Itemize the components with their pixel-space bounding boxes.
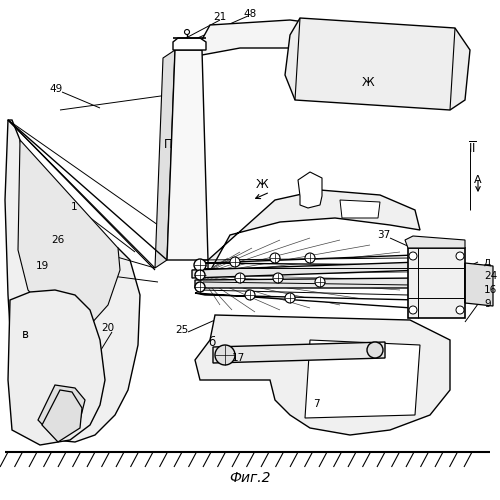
Text: 7: 7: [312, 399, 320, 409]
Circle shape: [273, 273, 283, 283]
Text: 26: 26: [52, 235, 64, 245]
Text: 37: 37: [378, 230, 390, 240]
Polygon shape: [5, 120, 140, 442]
Polygon shape: [195, 315, 450, 435]
Text: 20: 20: [102, 323, 114, 333]
Polygon shape: [8, 290, 105, 445]
Polygon shape: [18, 140, 120, 325]
Circle shape: [195, 282, 205, 292]
Text: 17: 17: [232, 353, 244, 363]
Circle shape: [184, 30, 190, 35]
Polygon shape: [38, 385, 85, 438]
Text: 25: 25: [176, 325, 188, 335]
Text: 1: 1: [70, 202, 78, 212]
Circle shape: [235, 273, 245, 283]
Polygon shape: [195, 278, 425, 288]
Circle shape: [456, 252, 464, 260]
Circle shape: [195, 270, 205, 280]
Polygon shape: [195, 293, 418, 308]
Text: $\overline{\rm II}$: $\overline{\rm II}$: [468, 140, 476, 156]
Polygon shape: [195, 255, 415, 265]
Text: Фиг.2: Фиг.2: [229, 471, 271, 485]
Polygon shape: [167, 50, 208, 260]
Text: 48: 48: [244, 9, 256, 19]
Circle shape: [409, 252, 417, 260]
Polygon shape: [155, 50, 175, 268]
Polygon shape: [175, 20, 455, 90]
Circle shape: [315, 277, 325, 287]
Polygon shape: [42, 390, 82, 442]
Text: 19: 19: [36, 261, 49, 271]
Text: 24: 24: [484, 271, 497, 281]
Circle shape: [456, 306, 464, 314]
Circle shape: [245, 290, 255, 300]
Text: в: в: [22, 328, 29, 342]
Circle shape: [305, 253, 315, 263]
Text: Ж: Ж: [256, 178, 268, 192]
Circle shape: [215, 345, 235, 365]
Polygon shape: [298, 172, 322, 208]
Text: 49: 49: [50, 84, 62, 94]
Text: б: б: [208, 336, 216, 349]
Polygon shape: [465, 263, 493, 306]
Text: 9: 9: [484, 299, 490, 309]
Circle shape: [285, 293, 295, 303]
Text: Ж: Ж: [362, 76, 374, 88]
Text: 21: 21: [214, 12, 226, 22]
Polygon shape: [192, 262, 425, 278]
Text: П: П: [164, 138, 172, 151]
Circle shape: [409, 306, 417, 314]
Polygon shape: [408, 248, 465, 318]
Circle shape: [230, 257, 240, 267]
Polygon shape: [305, 340, 420, 418]
Polygon shape: [213, 342, 385, 363]
Circle shape: [194, 259, 206, 271]
Polygon shape: [173, 38, 206, 50]
Polygon shape: [208, 190, 420, 275]
Circle shape: [270, 253, 280, 263]
Text: д: д: [484, 257, 491, 267]
Polygon shape: [405, 236, 465, 248]
Polygon shape: [340, 200, 380, 218]
Text: А: А: [474, 175, 482, 185]
Circle shape: [367, 342, 383, 358]
Polygon shape: [285, 18, 470, 110]
Text: 16: 16: [484, 285, 497, 295]
